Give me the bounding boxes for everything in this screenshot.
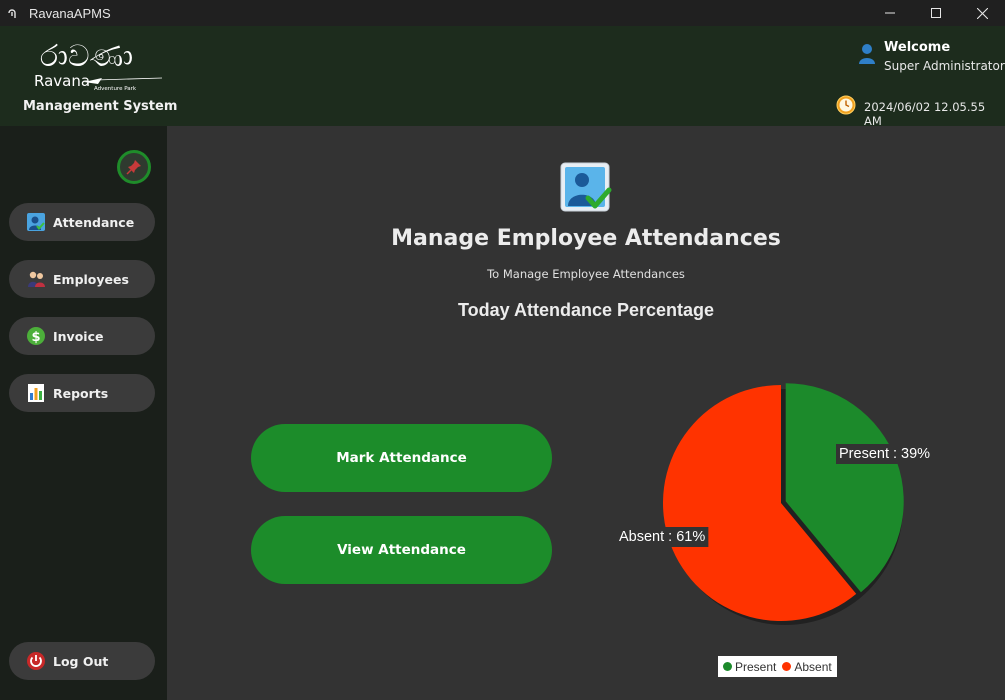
sidebar: Attendance Employees $ Invoice [0,126,167,700]
minimize-icon [885,12,895,14]
sidebar-item-label: Invoice [53,328,104,344]
svg-text:Present : 39%: Present : 39% [839,446,930,462]
sidebar-item-label: Reports [53,385,109,401]
clock-icon [836,95,856,115]
svg-text:Adventure Park: Adventure Park [94,86,137,92]
maximize-icon [931,8,941,18]
window-titlebar: RavanaAPMS [0,0,1005,26]
svg-text:රාවණා: රාවණා [40,39,133,74]
legend-label: Present [735,659,777,674]
pie-label-absent: Absent : 61% [616,527,709,547]
window-title: RavanaAPMS [29,5,111,21]
legend-dot-absent [782,662,792,671]
main-content: Manage Employee Attendances To Manage Em… [167,126,1005,700]
ravana-logo: රාවණා Ravana Adventure Park [22,38,167,100]
section-title: Today Attendance Percentage [457,300,715,320]
employee-check-icon [560,162,612,214]
legend-entry-present: Present [723,660,776,674]
page-subtitle: To Manage Employee Attendances [487,267,685,281]
sidebar-item-label: Attendance [53,214,135,230]
page-title: Manage Employee Attendances [391,226,781,251]
sidebar-item-invoice[interactable]: $ Invoice [9,317,155,355]
attendance-icon [26,212,46,232]
logout-button[interactable]: Log Out [9,642,155,680]
chart-legend: Present Absent [718,656,837,677]
pie-label-present: Present : 39% [836,444,934,464]
view-attendance-button[interactable]: View Attendance [251,516,552,584]
pie-slice-absent [663,385,857,621]
current-datetime: 2024/06/02 12.05.55 AM [864,100,986,128]
user-role: Super Administrator [884,59,1005,73]
app-icon [7,7,19,19]
user-icon [858,43,876,65]
svg-text:$: $ [31,330,40,345]
close-icon [976,7,988,19]
reports-icon [26,383,46,403]
welcome-label: Welcome [884,40,951,55]
employees-icon [26,269,46,289]
system-title: Management System [23,99,178,114]
svg-text:Ravana: Ravana [34,72,90,90]
sidebar-item-attendance[interactable]: Attendance [9,203,155,241]
dollar-icon: $ [26,326,46,346]
pin-icon [126,160,141,175]
pin-button[interactable] [117,150,151,184]
legend-label: Absent [794,659,832,674]
sidebar-item-reports[interactable]: Reports [9,374,155,412]
svg-text:Absent : 61%: Absent : 61% [619,529,705,545]
sidebar-item-employees[interactable]: Employees [9,260,155,298]
maximize-button[interactable] [913,0,959,26]
logout-label: Log Out [53,653,109,669]
power-icon [26,651,46,671]
pie-slice-present [785,383,904,593]
minimize-button[interactable] [867,0,913,26]
close-button[interactable] [959,0,1005,26]
legend-dot-present [723,662,732,671]
legend-entry-absent: Absent [782,659,832,674]
mark-attendance-button[interactable]: Mark Attendance [251,424,552,492]
app-header: රාවණා Ravana Adventure Park Management S… [0,26,1005,128]
sidebar-item-label: Employees [53,271,129,287]
attendance-pie-chart: Present : 39% Absent : 61% [607,371,1005,691]
